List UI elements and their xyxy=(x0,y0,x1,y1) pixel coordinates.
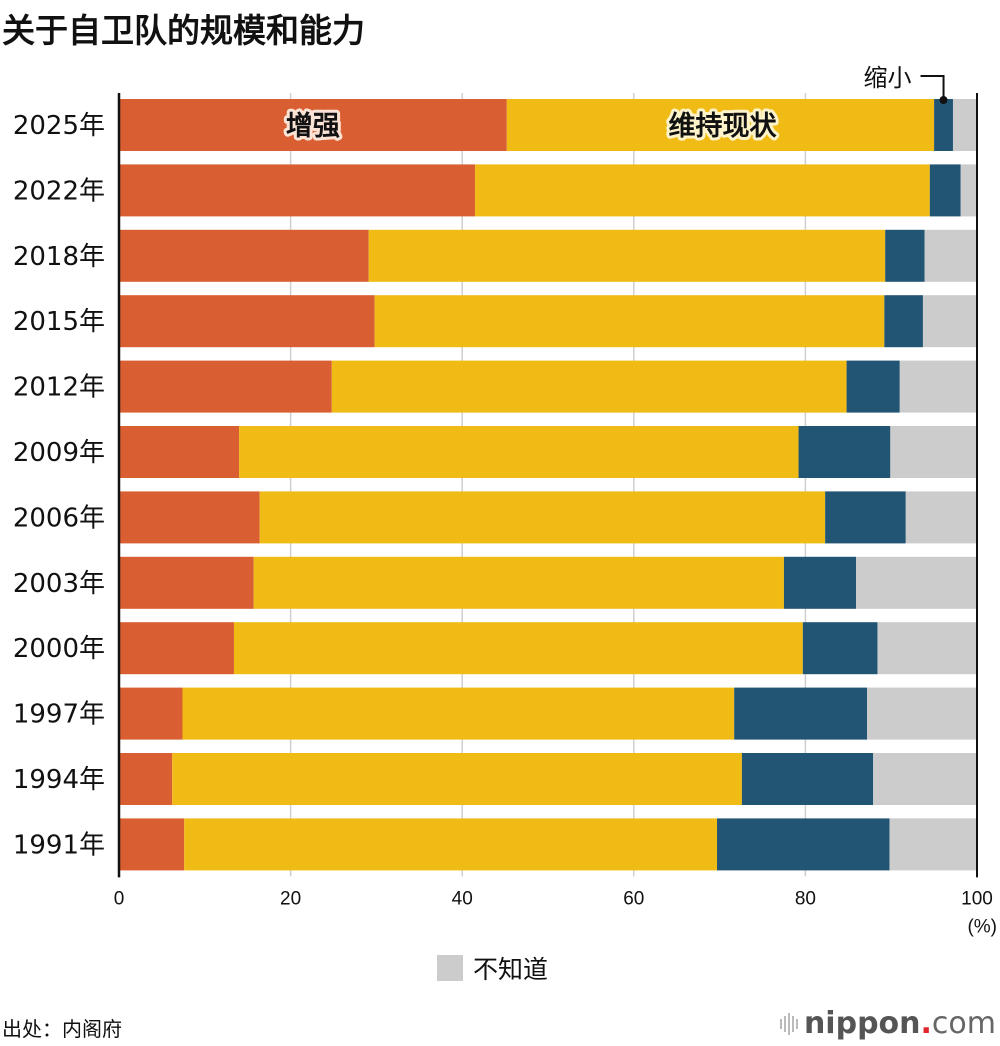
bar-segment xyxy=(905,491,977,544)
bar-segment xyxy=(368,229,886,282)
bar-segment xyxy=(119,491,260,544)
bar-segment xyxy=(929,164,961,217)
y-tick-label: 2000年 xyxy=(13,634,105,664)
segment-label-reduce: 缩小 xyxy=(864,64,912,92)
y-tick-label: 1994年 xyxy=(13,765,105,795)
logo-name: nippon xyxy=(803,1006,921,1041)
bar-segment xyxy=(506,99,935,151)
bar-segment xyxy=(119,360,332,413)
x-tick-label: 100 xyxy=(961,888,993,909)
bar-segment xyxy=(899,360,977,413)
y-tick-label: 1991年 xyxy=(13,830,105,860)
bar-segment xyxy=(119,229,369,282)
y-tick-label: 2018年 xyxy=(13,242,105,272)
x-tick-label: 20 xyxy=(280,888,301,909)
leader-line xyxy=(920,75,945,100)
bar-segment xyxy=(885,229,925,282)
bar-segment xyxy=(934,99,953,151)
leader-dot xyxy=(939,96,948,104)
x-tick-label: 40 xyxy=(452,888,473,909)
bar-segment xyxy=(233,622,803,675)
bar-segment xyxy=(259,491,826,544)
bar-segment xyxy=(734,687,868,740)
x-unit-label: (%) xyxy=(967,916,997,937)
bar-segment xyxy=(825,491,906,544)
bar-segment xyxy=(119,687,183,740)
bar-segment xyxy=(741,753,874,805)
bar-segment xyxy=(783,556,857,609)
bar-segment xyxy=(846,360,900,413)
bar-segment xyxy=(856,556,977,609)
y-tick-label: 2006年 xyxy=(13,503,105,533)
y-tick-label: 2025年 xyxy=(13,111,105,141)
nippon-logo: nippon.com xyxy=(779,1006,996,1041)
legend-swatch-unknown xyxy=(437,955,463,981)
bar-segment xyxy=(374,295,885,348)
bar-segment xyxy=(924,229,977,282)
y-tick-label: 1997年 xyxy=(13,700,105,730)
bar-segment xyxy=(867,687,977,740)
logo-soundwave-icon xyxy=(779,1009,798,1039)
logo-dot: . xyxy=(920,1006,932,1041)
y-tick-label: 2015年 xyxy=(13,307,105,337)
bar-segment xyxy=(475,164,930,217)
bar-segment xyxy=(119,426,240,478)
bar-segment xyxy=(172,753,742,805)
source-note: 出处：内阁府 xyxy=(2,1017,122,1041)
segment-label-maintain: 维持现状 xyxy=(668,111,777,142)
legend-label-unknown: 不知道 xyxy=(473,955,549,984)
x-tick-label: 80 xyxy=(795,888,816,909)
bar-segment xyxy=(239,426,799,478)
segment-label-increase: 增强 xyxy=(286,110,340,142)
bar-segment xyxy=(182,687,735,740)
x-tick-label: 0 xyxy=(114,888,125,909)
bar-segment xyxy=(119,99,507,151)
bar-segment xyxy=(889,818,977,871)
y-tick-label: 2022年 xyxy=(13,176,105,206)
bar-segment xyxy=(960,164,977,217)
bar-segment xyxy=(952,99,977,151)
bar-segment xyxy=(119,295,375,348)
bar-segment xyxy=(119,622,234,675)
y-tick-label: 2012年 xyxy=(13,373,105,403)
bar-segment xyxy=(890,426,977,478)
bar-segment xyxy=(119,556,254,609)
bar-segment xyxy=(184,818,718,871)
bar-segment xyxy=(873,753,977,805)
stacked-bar-chart: 2025年 2022年 2018年 2015年 2012年 2009年 2006年 2003年… xyxy=(13,64,997,937)
legend: 不知道 xyxy=(437,950,548,986)
bar-segment xyxy=(119,164,476,217)
x-tick-label: 60 xyxy=(623,888,644,909)
logo-tld: com xyxy=(931,1006,996,1041)
y-tick-label: 2003年 xyxy=(13,569,105,599)
y-tick-label: 2009年 xyxy=(13,438,105,468)
bar-segment xyxy=(119,818,185,871)
bar-segment xyxy=(877,622,977,675)
bar-segment xyxy=(884,295,923,348)
bar-segment xyxy=(253,556,784,609)
bar-segment xyxy=(331,360,847,413)
bar-segment xyxy=(802,622,878,675)
bar-segment xyxy=(798,426,891,478)
bar-segment xyxy=(119,753,173,805)
chart-title: 关于自卫队的规模和能力 xyxy=(2,11,365,50)
bar-segment xyxy=(922,295,977,348)
bar-segment xyxy=(717,818,890,871)
